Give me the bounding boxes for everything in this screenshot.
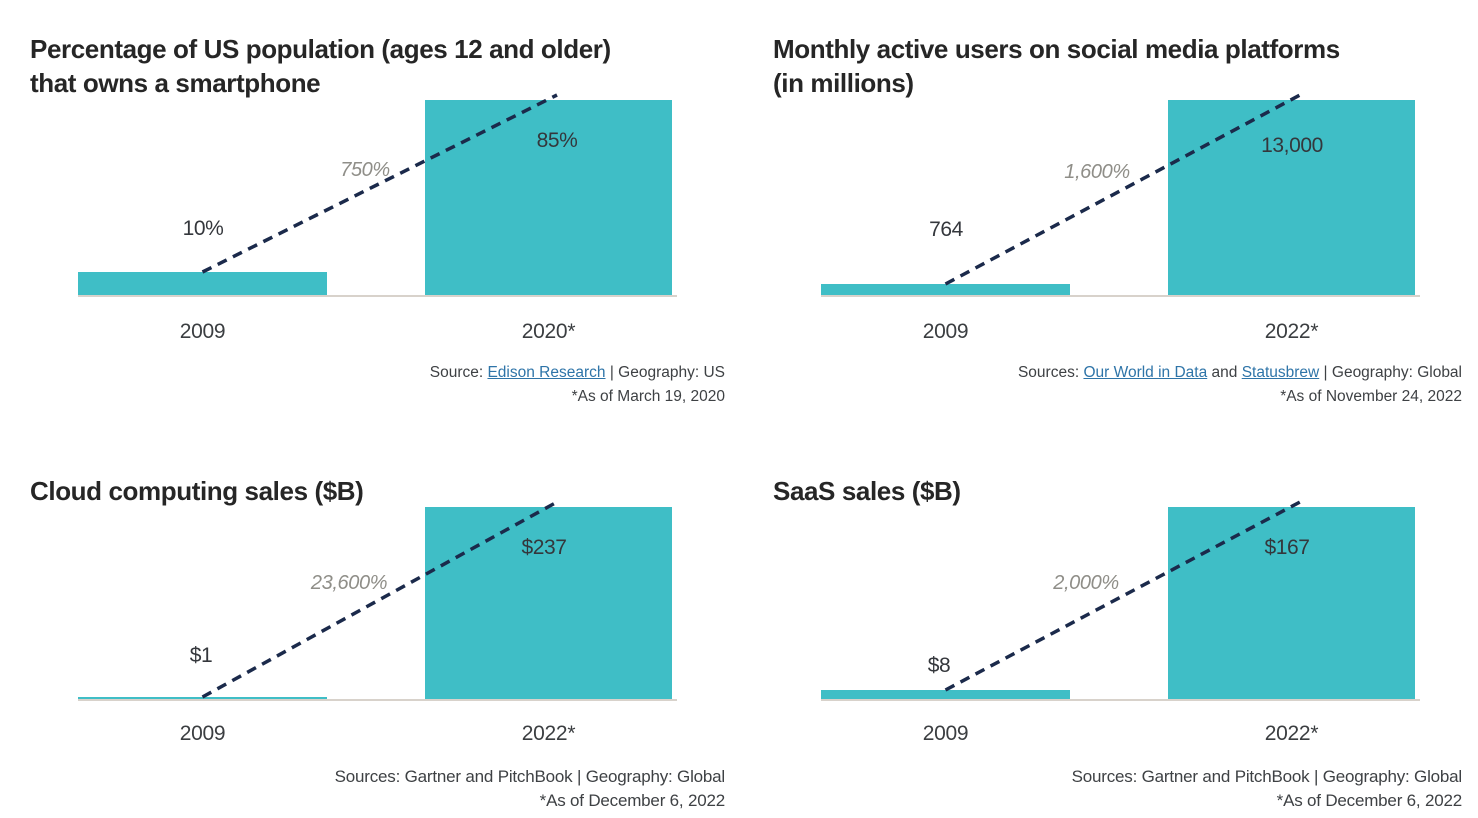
source-block: Sources: Gartner and PitchBook | Geograp… xyxy=(334,765,726,813)
value-label-2009: $1 xyxy=(189,644,213,667)
growth-percent-label: 750% xyxy=(340,159,390,181)
source-link-edison-research[interactable]: Edison Research xyxy=(487,364,606,381)
chart-title: Monthly active users on social media pla… xyxy=(773,32,1462,100)
plot-area xyxy=(30,100,725,297)
bar-2009 xyxy=(821,690,1070,699)
chart-title: Percentage of US population (ages 12 and… xyxy=(30,32,725,100)
chart-title: Cloud computing sales ($B) xyxy=(30,474,725,508)
x-tick-2009: 2009 xyxy=(922,320,969,343)
value-label-2009: $8 xyxy=(927,654,951,677)
x-axis-baseline xyxy=(78,699,677,701)
source-link-our-world-in-data[interactable]: Our World in Data xyxy=(1083,364,1208,381)
source-footnote: *As of November 24, 2022 xyxy=(1280,388,1462,405)
source-text: Sources: Gartner and PitchBook | Geograp… xyxy=(1071,767,1463,786)
bar-2022 xyxy=(1168,100,1415,295)
chart-title: SaaS sales ($B) xyxy=(773,474,1462,508)
source-block: Sources: Our World in Data and Statusbre… xyxy=(1018,361,1462,409)
chart-title-line2: that owns a smartphone xyxy=(30,67,321,98)
chart-smartphone-ownership: Percentage of US population (ages 12 and… xyxy=(30,10,725,440)
chart-social-media-users: Monthly active users on social media pla… xyxy=(773,10,1462,440)
x-tick-2009: 2009 xyxy=(922,722,969,745)
source-footnote: *As of March 19, 2020 xyxy=(571,388,725,405)
growth-percent-label: 23,600% xyxy=(310,572,388,594)
x-tick-2022: 2022* xyxy=(521,722,576,745)
value-label-2022: $237 xyxy=(521,536,567,559)
x-tick-2009: 2009 xyxy=(179,722,226,745)
x-tick-2020: 2020* xyxy=(521,320,576,343)
source-link-statusbrew[interactable]: Statusbrew xyxy=(1241,364,1320,381)
chart-cloud-computing-sales: Cloud computing sales ($B) $1 23,600% $2… xyxy=(30,452,725,812)
source-footnote: *As of December 6, 2022 xyxy=(539,791,726,810)
chart-title-line1: Percentage of US population (ages 12 and… xyxy=(30,33,611,64)
growth-percent-label: 1,600% xyxy=(1064,161,1130,183)
bar-2009 xyxy=(78,272,327,295)
x-axis-baseline xyxy=(821,295,1420,297)
x-tick-2022: 2022* xyxy=(1264,320,1319,343)
value-label-2009: 10% xyxy=(182,217,224,240)
bar-2009 xyxy=(821,284,1070,295)
chart-title-line2: (in millions) xyxy=(773,67,914,98)
chart-title-line1: SaaS sales ($B) xyxy=(773,475,961,506)
source-suffix: | Geography: Global xyxy=(1319,364,1462,381)
x-tick-2022: 2022* xyxy=(1264,722,1319,745)
value-label-2009: 764 xyxy=(929,218,963,241)
plot-area xyxy=(773,100,1462,297)
source-footnote: *As of December 6, 2022 xyxy=(1276,791,1463,810)
chart-title-line1: Monthly active users on social media pla… xyxy=(773,33,1340,64)
chart-title-line1: Cloud computing sales ($B) xyxy=(30,475,364,506)
source-prefix: Sources: xyxy=(1017,364,1084,381)
source-prefix: Source: xyxy=(429,364,488,381)
value-label-2022: $167 xyxy=(1264,536,1310,559)
source-text: Sources: Gartner and PitchBook | Geograp… xyxy=(334,767,726,786)
x-tick-2009: 2009 xyxy=(179,320,226,343)
source-conjunction: and xyxy=(1207,364,1242,381)
source-block: Sources: Gartner and PitchBook | Geograp… xyxy=(1071,765,1463,813)
x-axis-baseline xyxy=(821,699,1420,701)
growth-percent-label: 2,000% xyxy=(1053,572,1119,594)
value-label-2020: 85% xyxy=(536,129,578,152)
x-axis-baseline xyxy=(78,295,677,297)
plot-area xyxy=(773,507,1462,701)
source-block: Source: Edison Research | Geography: US … xyxy=(430,361,725,409)
plot-area xyxy=(30,507,725,701)
chart-saas-sales: SaaS sales ($B) $8 2,000% $167 2009 2022… xyxy=(773,452,1462,812)
value-label-2022: 13,000 xyxy=(1261,134,1323,157)
source-suffix: | Geography: US xyxy=(605,364,725,381)
